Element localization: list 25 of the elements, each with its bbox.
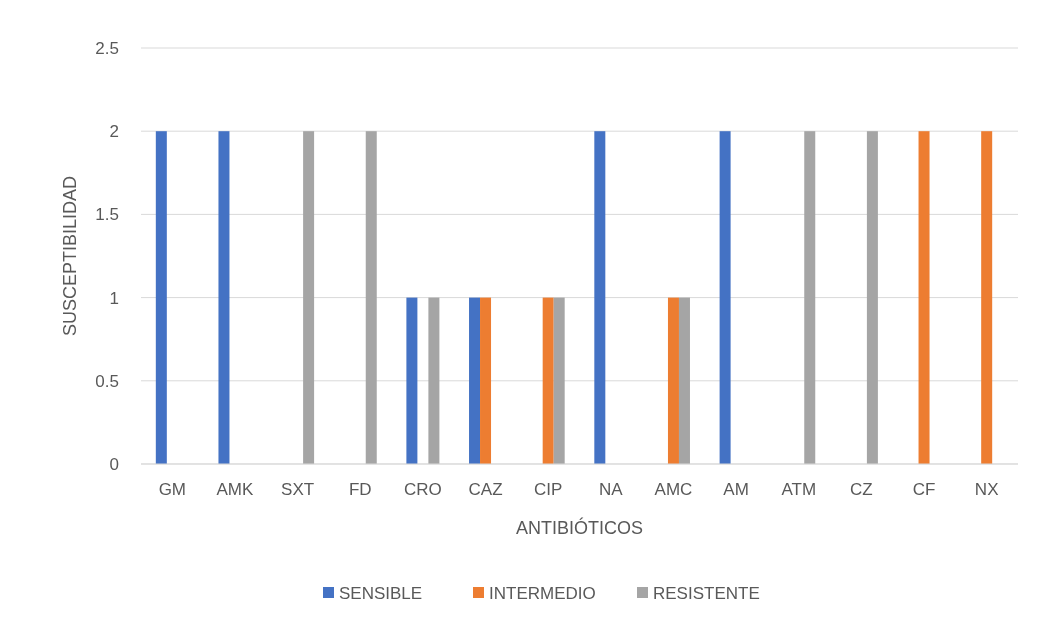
- x-tick-label: GM: [158, 480, 187, 499]
- x-tick-label: NX: [974, 480, 999, 499]
- y-tick-label: 2.5: [95, 38, 119, 58]
- y-tick-label: 1: [109, 288, 119, 308]
- x-tick-label: CF: [912, 480, 936, 499]
- y-tick-label: 1.5: [95, 205, 119, 225]
- x-tick-label: CIP: [534, 480, 563, 499]
- y-tick-label: 2: [109, 122, 119, 142]
- x-axis-title: ANTIBIÓTICOS: [515, 517, 644, 538]
- y-axis-title: SUSCEPTIBILIDAD: [60, 175, 80, 337]
- y-tick-label: 0: [109, 454, 119, 474]
- x-tick-label: FD: [348, 480, 372, 499]
- x-tick-label: ATM: [781, 480, 817, 499]
- x-tick-label: CZ: [850, 480, 873, 499]
- y-tick-label: 0.5: [95, 371, 119, 391]
- x-tick-label: CAZ: [468, 480, 503, 499]
- legend-label: INTERMEDIO: [489, 583, 596, 603]
- x-tick-label: AMC: [654, 480, 693, 499]
- legend-label: RESISTENTE: [653, 583, 760, 603]
- x-tick-label: NA: [599, 480, 624, 499]
- x-tick-label: SXT: [281, 480, 315, 499]
- legend-label: SENSIBLE: [339, 583, 423, 603]
- x-tick-label: AM: [723, 480, 749, 499]
- x-tick-label: CRO: [404, 480, 442, 499]
- x-tick-label: AMK: [216, 480, 255, 499]
